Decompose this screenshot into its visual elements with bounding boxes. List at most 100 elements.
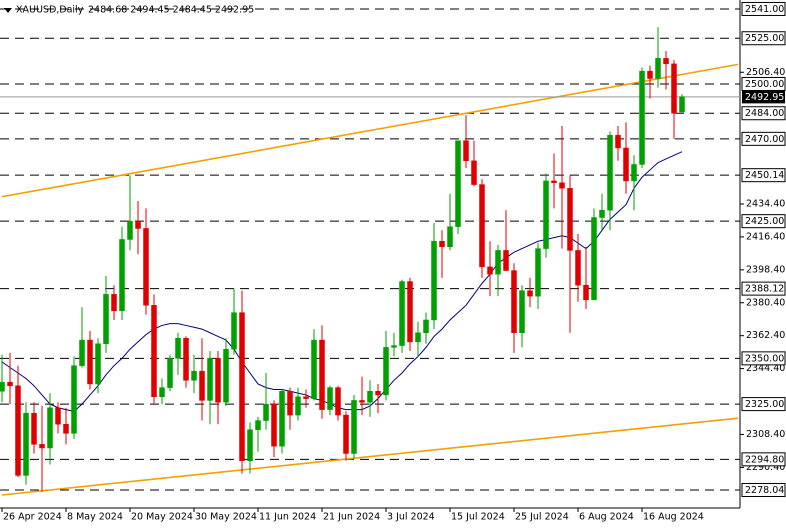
level-label-box xyxy=(741,482,786,497)
level-label: 2470.00 xyxy=(745,134,784,145)
candle-body xyxy=(671,63,677,114)
level-label: 2325.00 xyxy=(745,399,784,410)
candle-body xyxy=(231,312,237,350)
candle-body xyxy=(583,284,589,301)
candle-body xyxy=(631,164,637,182)
candle-body xyxy=(415,332,421,343)
candle-body xyxy=(647,70,653,79)
y-tick-label: 2308.40 xyxy=(746,429,785,440)
x-tick-label: 11 Jun 2024 xyxy=(259,512,316,523)
candle-body xyxy=(567,187,573,251)
candle-body xyxy=(23,412,29,476)
last-price-box xyxy=(742,90,785,104)
x-tick-label: 26 Apr 2024 xyxy=(3,512,62,523)
level-label: 2294.80 xyxy=(745,454,784,465)
x-tick-label: 20 May 2024 xyxy=(131,512,193,523)
y-tick-label: 2362.40 xyxy=(746,330,785,341)
candle-body xyxy=(103,294,109,344)
level-label: 2541.00 xyxy=(745,4,784,15)
trend-line xyxy=(1,63,739,198)
candle-body xyxy=(431,241,437,321)
candle-body xyxy=(391,345,397,348)
candle-body xyxy=(79,339,85,366)
level-label: 2425.00 xyxy=(745,216,784,227)
candle-body xyxy=(679,96,685,113)
candle-body xyxy=(487,266,493,275)
candle-body xyxy=(599,209,605,218)
candle-body xyxy=(495,250,501,275)
level-label: 2388.12 xyxy=(745,284,784,295)
last-price-label: 2492.95 xyxy=(745,92,784,103)
candle-body xyxy=(423,319,429,334)
candle-body xyxy=(383,347,389,396)
candle-body xyxy=(143,228,149,306)
candle-body xyxy=(351,400,357,454)
candle-body xyxy=(247,429,253,462)
x-tick-label: 3 Jul 2024 xyxy=(387,512,435,523)
level-label-box xyxy=(741,214,786,229)
level-label-box xyxy=(741,106,786,121)
candle-body xyxy=(559,182,565,189)
candle-body xyxy=(663,58,669,65)
candle-body xyxy=(271,403,277,447)
y-tick-label: 2380.40 xyxy=(746,297,785,308)
level-label-box xyxy=(741,131,786,146)
level-label: 2350.00 xyxy=(745,353,784,364)
candle-body xyxy=(111,294,117,312)
y-tick-label: 2398.40 xyxy=(746,264,785,275)
candle-body xyxy=(295,396,301,416)
candle-body xyxy=(471,160,477,185)
candle-body xyxy=(575,250,581,286)
candle-body xyxy=(319,339,325,410)
candle-body xyxy=(327,387,333,410)
candle-body xyxy=(639,70,645,165)
candle-body xyxy=(239,312,245,462)
level-label-box xyxy=(741,452,786,467)
candle-body xyxy=(47,407,53,449)
x-tick-label: 21 Jun 2024 xyxy=(323,512,380,523)
y-tick-label: 2506.40 xyxy=(746,67,785,78)
candle-body xyxy=(0,381,5,392)
candle-body xyxy=(215,358,221,403)
candle-body xyxy=(279,391,285,447)
candle-body xyxy=(511,270,517,334)
level-label: 2500.00 xyxy=(745,79,784,90)
candle-body xyxy=(199,370,205,401)
candle-body xyxy=(399,281,405,346)
candle-body xyxy=(375,391,381,396)
candle-body xyxy=(39,444,45,449)
candle-body xyxy=(615,134,621,149)
candle-body xyxy=(175,337,181,359)
candle-body xyxy=(255,420,261,430)
candle-body xyxy=(311,339,317,399)
candle-body xyxy=(15,385,21,476)
candle-body xyxy=(223,348,229,403)
candle-body xyxy=(63,423,69,434)
candle-body xyxy=(535,248,541,297)
level-label-box xyxy=(741,31,786,46)
candle-body xyxy=(7,381,13,387)
level-label-box xyxy=(741,281,786,296)
x-tick-label: 30 May 2024 xyxy=(195,512,257,523)
candle-body xyxy=(607,134,613,211)
candle-body xyxy=(543,180,549,249)
candle-body xyxy=(463,140,469,162)
candle-body xyxy=(439,241,445,248)
y-tick-label: 2290.40 xyxy=(746,462,785,473)
candle-body xyxy=(31,412,37,445)
y-tick-label: 2344.40 xyxy=(746,363,785,374)
candle-body xyxy=(135,220,141,229)
candle-body xyxy=(447,226,453,248)
candle-body xyxy=(95,343,101,385)
candle-body xyxy=(455,140,461,227)
level-label: 2278.04 xyxy=(745,485,784,496)
level-label: 2484.00 xyxy=(745,108,784,119)
candle-body xyxy=(167,358,173,388)
x-tick-label: 6 Aug 2024 xyxy=(579,512,634,523)
level-label-box xyxy=(741,351,786,366)
candle-body xyxy=(127,220,133,240)
candle-body xyxy=(623,147,629,182)
candle-body xyxy=(119,239,125,312)
